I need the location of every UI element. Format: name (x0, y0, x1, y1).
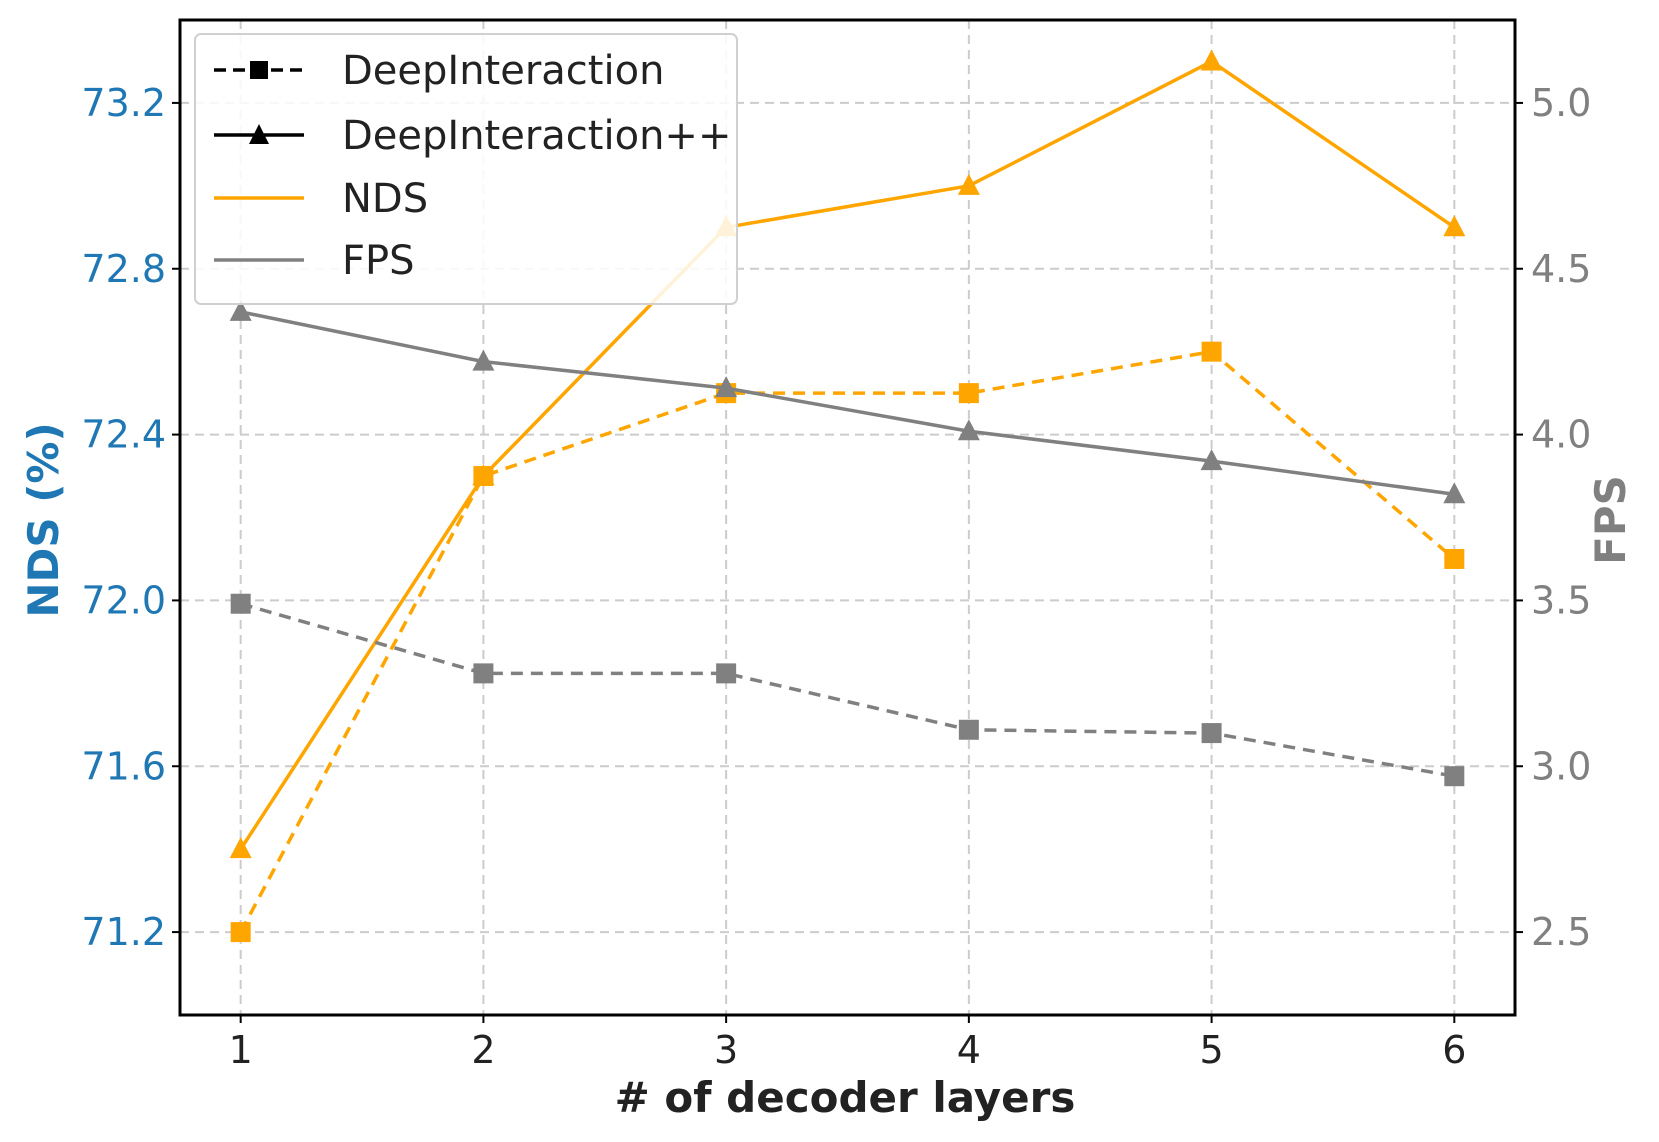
data-point-triangle (957, 173, 980, 195)
x-tick-label: 6 (1442, 1028, 1466, 1072)
data-point-square (958, 719, 979, 740)
legend-item-deepinteraction-plus: DeepInteraction++ (214, 113, 731, 159)
legend-label-deepinteraction-plus: DeepInteraction++ (342, 113, 731, 159)
y-left-tick-label: 73.2 (81, 81, 166, 125)
y-left-tick-label: 72.8 (81, 247, 166, 291)
data-point-triangle (229, 299, 252, 321)
data-point-square (1444, 766, 1465, 787)
data-point-square (230, 593, 251, 614)
data-point-triangle (1443, 482, 1466, 504)
legend-label-nds: NDS (342, 176, 428, 222)
data-point-triangle (715, 376, 738, 398)
ticks: 1 2 3 4 5 6 71.2 71.6 72.0 72.4 72.8 73.2 2.5 3.0 3.5 4… (81, 81, 1591, 1072)
y-right-tick-label: 4.5 (1531, 247, 1591, 291)
x-tick-label: 4 (957, 1028, 981, 1072)
y-right-tick-label: 3.0 (1531, 744, 1591, 788)
data-point-square (1201, 341, 1222, 362)
data-point-triangle (1200, 49, 1223, 71)
data-point-square (473, 663, 494, 684)
y-right-tick-label: 2.5 (1531, 910, 1591, 954)
y-axis-left-label: NDS (%) (19, 422, 68, 617)
y-left-tick-label: 71.2 (81, 910, 166, 954)
series-deepinteraction-nds (229, 49, 1466, 859)
data-point-triangle (957, 419, 980, 441)
legend-item-nds: NDS (214, 176, 428, 222)
data-point-triangle (472, 349, 495, 371)
plot-frame (178, 18, 1517, 1017)
y-left-tick-label: 72.0 (81, 578, 166, 622)
y-axis-right-label: FPS (1586, 475, 1635, 565)
data-point-square (1444, 548, 1465, 569)
data-point-triangle (229, 837, 252, 859)
legend-box (194, 33, 738, 305)
y-right-tick-label: 4.0 (1531, 413, 1591, 457)
data-point-triangle (1443, 215, 1466, 237)
series-layer (229, 49, 1466, 943)
data-point-square (958, 383, 979, 404)
legend-item-fps: FPS (214, 238, 415, 284)
data-point-square (230, 922, 251, 943)
series-line (239, 59, 1456, 851)
x-tick-label: 3 (714, 1028, 738, 1072)
x-axis-label: # of decoder layers (615, 1073, 1076, 1122)
legend-item-deepinteraction: DeepInteraction (214, 48, 664, 94)
data-point-triangle (472, 464, 495, 486)
data-point-square (1201, 723, 1222, 744)
data-point-square (716, 663, 737, 684)
legend-label-fps: FPS (342, 238, 415, 284)
series-line (240, 310, 1455, 497)
series-line (240, 602, 1455, 778)
y-right-tick-label: 3.5 (1531, 578, 1591, 622)
x-tick-label: 1 (229, 1028, 253, 1072)
x-tick-label: 5 (1199, 1028, 1223, 1072)
data-point-triangle (1200, 449, 1223, 471)
legend-label-deepinteraction: DeepInteraction (342, 48, 664, 94)
series-deepinteraction-nds (230, 341, 1465, 943)
y-left-tick-label: 72.4 (81, 413, 166, 457)
legend: DeepInteraction DeepInteraction++ NDS FP… (194, 33, 738, 305)
x-tick-label: 2 (471, 1028, 495, 1072)
y-left-tick-label: 71.6 (81, 744, 166, 788)
series-line (239, 349, 1456, 933)
series-deepinteraction-fps (229, 299, 1466, 504)
series-deepinteraction-fps (230, 593, 1465, 787)
y-right-tick-label: 5.0 (1531, 81, 1591, 125)
